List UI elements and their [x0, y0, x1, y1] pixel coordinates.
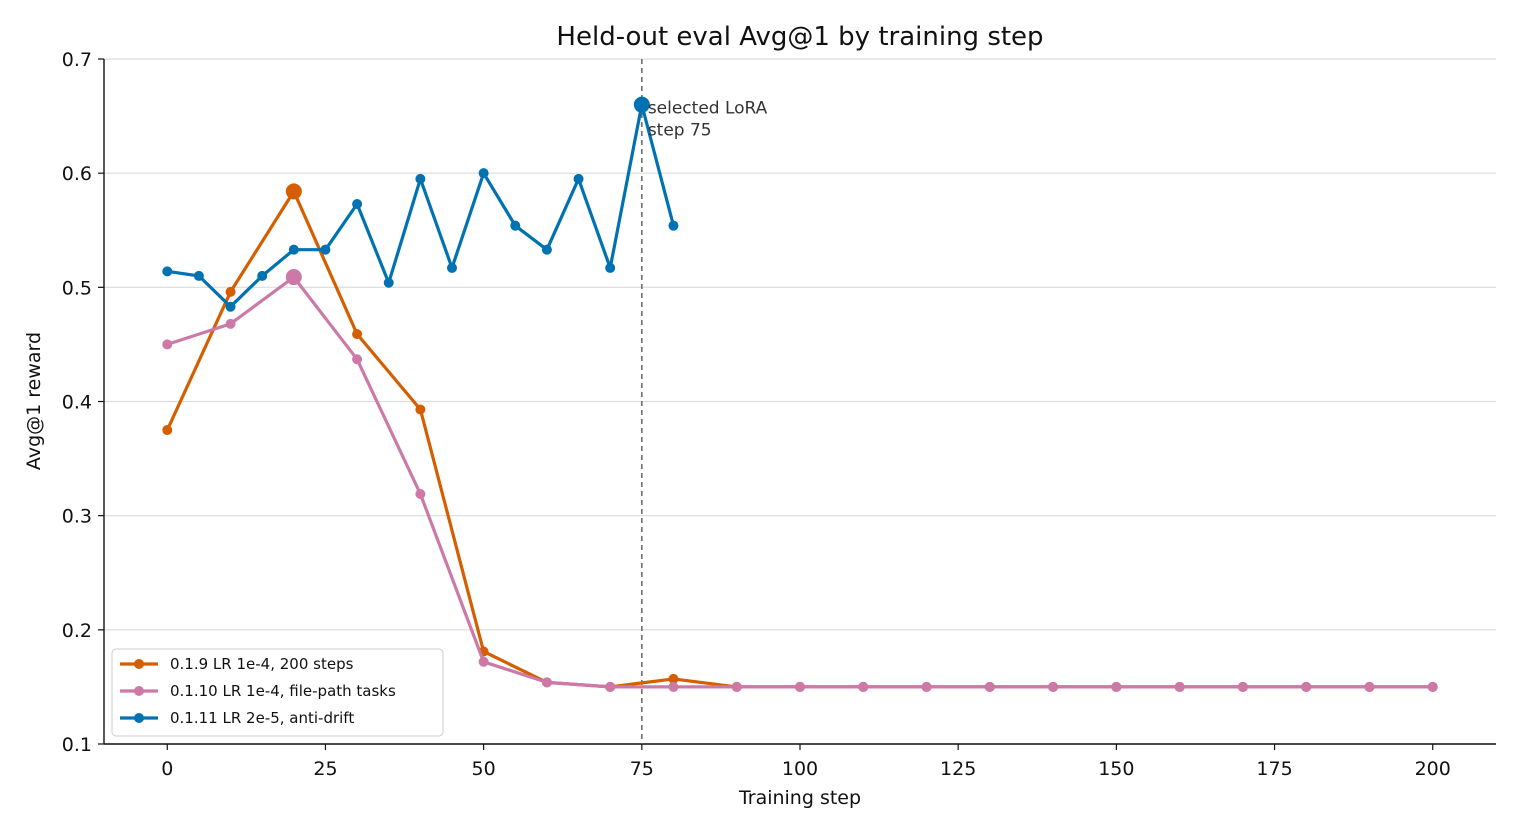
y-axis-title: Avg@1 reward: [23, 332, 45, 470]
data-point: [352, 198, 363, 209]
legend-label: 0.1.11 LR 2e-5, anti-drift: [170, 709, 354, 727]
data-point: [541, 244, 552, 255]
data-point: [447, 262, 457, 273]
series-group: [162, 96, 1438, 692]
x-tick-label: 0: [161, 758, 173, 780]
data-point: [510, 220, 521, 231]
x-tick-label: 75: [630, 758, 654, 780]
data-point: [320, 244, 331, 255]
annotation-text: step 75: [648, 121, 712, 141]
data-point: [352, 329, 363, 340]
data-point: [1237, 681, 1248, 692]
x-tick-label: 100: [782, 758, 818, 780]
data-point: [984, 681, 995, 692]
y-tick-label: 0.3: [62, 506, 92, 528]
x-tick-label: 25: [313, 758, 337, 780]
grid: [104, 58, 1496, 745]
data-point: [1427, 681, 1438, 692]
data-point: [225, 301, 236, 312]
data-point: [478, 168, 489, 179]
x-tick-label: 125: [940, 758, 976, 780]
data-point: [921, 681, 932, 692]
series-line-1: [165, 189, 1435, 689]
data-point: [668, 220, 679, 231]
legend-label: 0.1.9 LR 1e-4, 200 steps: [170, 655, 354, 673]
data-point: [225, 318, 236, 329]
data-point: [668, 673, 679, 684]
data-point: [668, 681, 679, 692]
annotation-text: selected LoRA: [648, 99, 768, 119]
data-point: [605, 681, 616, 692]
data-point: [162, 425, 173, 436]
y-tick-label: 0.6: [62, 163, 92, 185]
data-point: [731, 681, 742, 692]
data-point: [478, 656, 489, 667]
data-point: [288, 244, 299, 255]
x-tick-label: 50: [472, 758, 496, 780]
data-point: [1364, 681, 1375, 692]
data-point: [1301, 681, 1312, 692]
data-point: [193, 270, 204, 281]
data-point: [415, 173, 426, 184]
highlight-point-2: [285, 269, 302, 286]
data-point: [1048, 681, 1059, 692]
data-point: [383, 277, 394, 288]
legend-marker: [134, 659, 144, 669]
data-point: [573, 173, 584, 184]
y-tick-label: 0.2: [62, 620, 92, 642]
data-point: [415, 404, 426, 415]
data-point: [1174, 681, 1185, 692]
data-point: [795, 681, 805, 692]
chart-title: Held-out eval Avg@1 by training step: [556, 22, 1043, 52]
y-tick-label: 0.4: [62, 392, 92, 414]
axes: 0.1 0.2 0.3 0.4 0.5 0.6 0.7 0 25 50 75 100 125 150 175…: [62, 49, 1496, 780]
legend-label: 0.1.10 LR 1e-4, file-path tasks: [170, 682, 396, 700]
y-tick-label: 0.5: [62, 277, 92, 299]
legend-marker: [134, 713, 144, 723]
data-point: [541, 677, 552, 688]
series-line-3: [165, 103, 676, 309]
x-axis-title: Training step: [738, 787, 861, 809]
y-tick-label: 0.7: [62, 49, 92, 71]
data-point: [352, 354, 363, 365]
data-point: [1111, 681, 1122, 692]
data-point: [415, 488, 426, 499]
data-point: [858, 681, 869, 692]
data-point: [225, 286, 236, 297]
x-tick-label: 200: [1415, 758, 1451, 780]
data-point: [162, 266, 173, 277]
legend-box: [111, 648, 444, 737]
legend-marker: [134, 686, 144, 696]
y-tick-label: 0.1: [62, 734, 92, 756]
data-point: [162, 339, 173, 350]
data-point: [605, 262, 616, 273]
x-tick-label: 150: [1098, 758, 1134, 780]
legend: 0.1.9 LR 1e-4, 200 steps 0.1.10 LR 1e-4, …: [111, 648, 444, 737]
x-tick-label: 175: [1256, 758, 1292, 780]
data-point: [257, 270, 268, 281]
highlight-point-1: [285, 183, 302, 200]
highlight-point-3: [633, 96, 650, 113]
